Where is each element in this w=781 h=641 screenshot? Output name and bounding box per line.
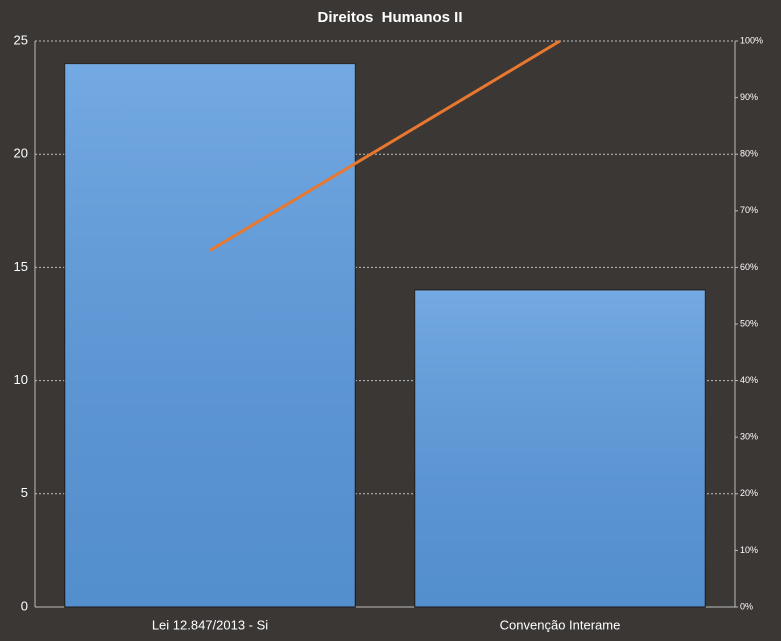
y2-tick-label: 40% xyxy=(740,375,758,385)
x-tick-label: Lei 12.847/2013 - Si xyxy=(152,617,268,632)
y2-tick-label: 0% xyxy=(740,601,753,611)
y2-tick-label: 30% xyxy=(740,432,758,442)
y-tick-label: 10 xyxy=(14,372,28,387)
y2-tick-label: 60% xyxy=(740,262,758,272)
y2-tick-label: 100% xyxy=(740,35,763,45)
cumulative-line xyxy=(209,39,561,252)
x-tick-label: Convenção Interame xyxy=(500,617,621,632)
y-tick-label: 20 xyxy=(14,146,28,161)
chart-title: Direitos Humanos II xyxy=(317,9,462,26)
bar-shade xyxy=(414,290,706,607)
y2-tick-label: 90% xyxy=(740,92,758,102)
y-tick-label: 15 xyxy=(14,259,28,274)
y2-tick-label: 20% xyxy=(740,488,758,498)
y-tick-label: 0 xyxy=(21,598,28,613)
y2-tick-label: 10% xyxy=(740,545,758,555)
y-tick-label: 25 xyxy=(14,32,28,47)
y2-tick-label: 50% xyxy=(740,318,758,328)
bar-shade xyxy=(64,63,356,607)
y-tick-label: 5 xyxy=(21,485,28,500)
y2-tick-label: 80% xyxy=(740,149,758,159)
y2-tick-label: 70% xyxy=(740,205,758,215)
